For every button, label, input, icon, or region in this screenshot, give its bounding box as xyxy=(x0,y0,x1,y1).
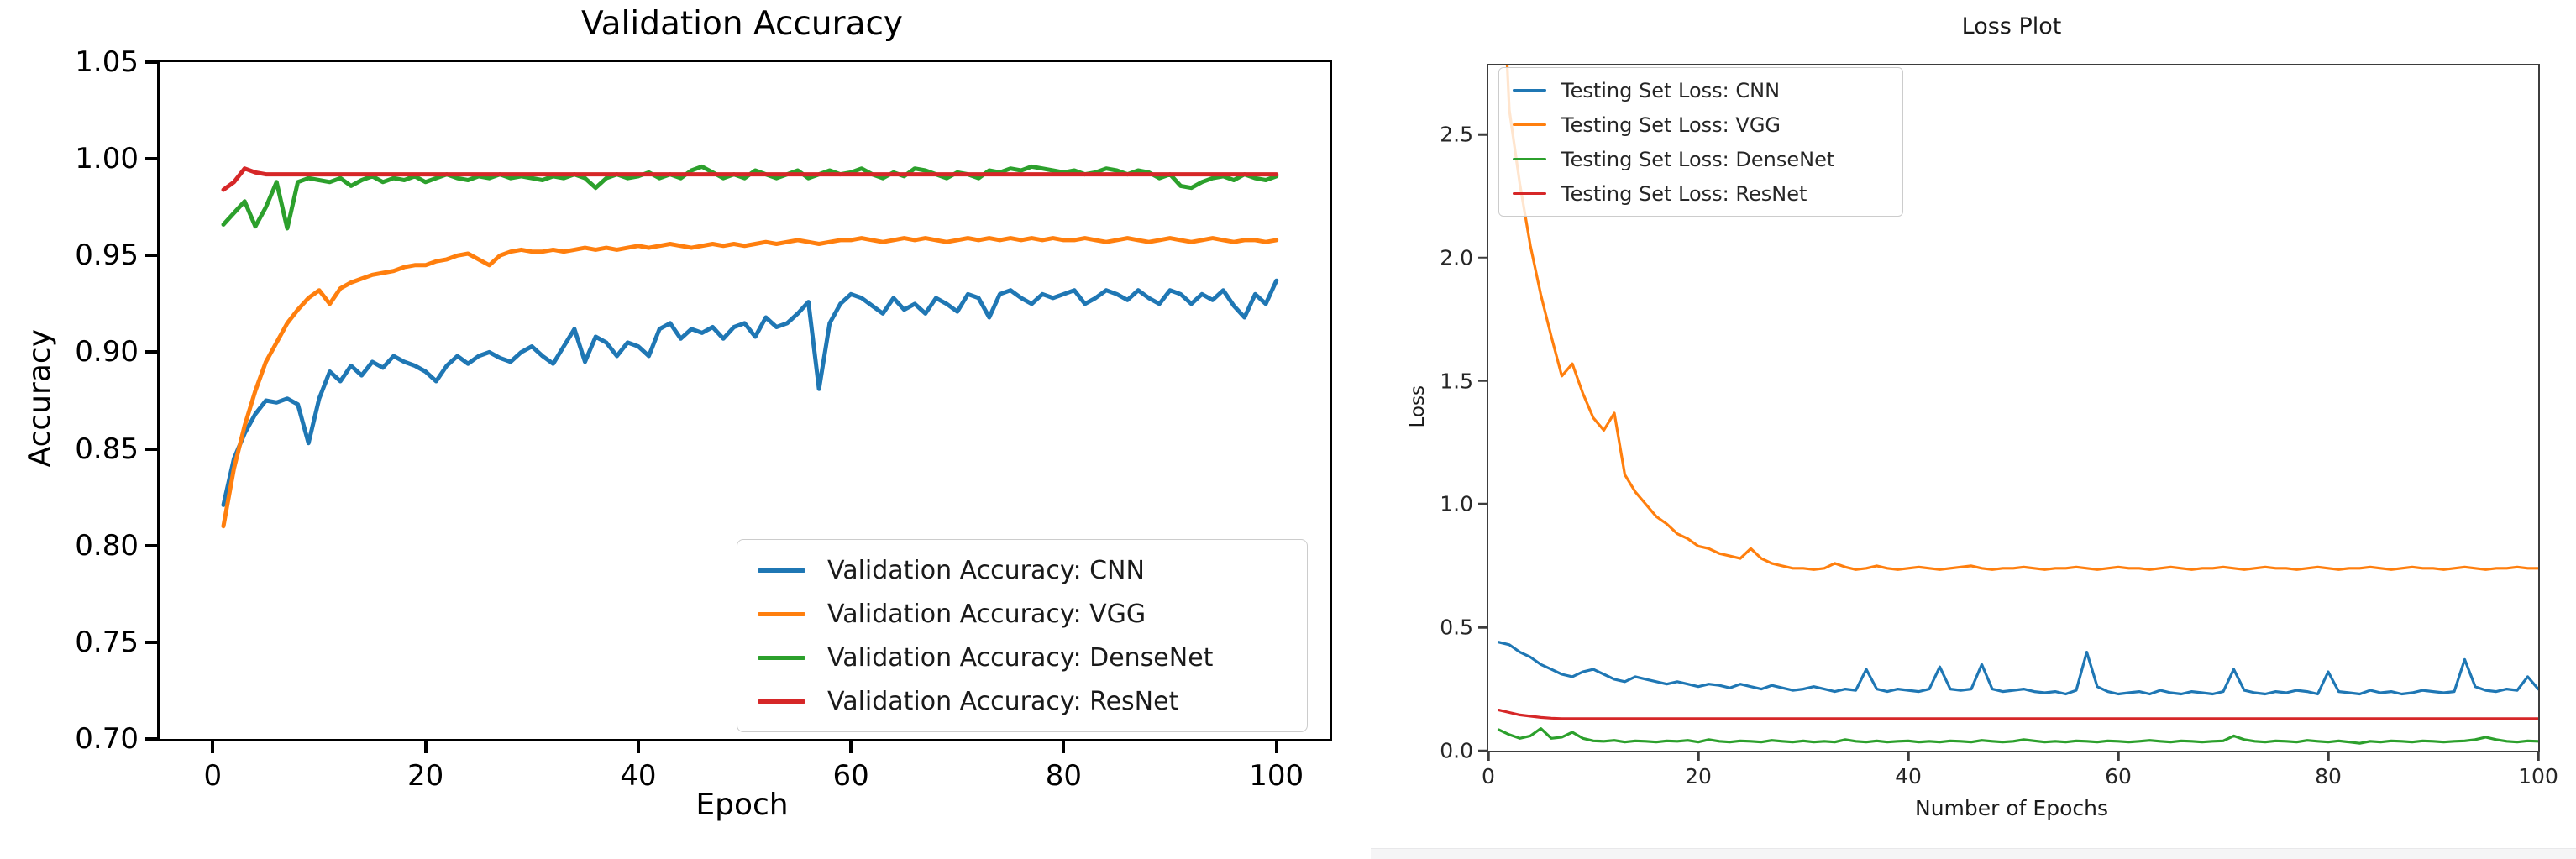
x-tick-label: 60 xyxy=(2105,764,2132,788)
x-tick-mark xyxy=(1697,751,1700,761)
accuracy-x-axis-label: Epoch xyxy=(695,788,789,822)
accuracy-chart-title: Validation Accuracy xyxy=(580,5,904,43)
y-tick-label: 0.75 xyxy=(75,625,139,659)
legend-label: Validation Accuracy: CNN xyxy=(827,555,1145,585)
legend-item: Validation Accuracy: DenseNet xyxy=(758,643,1287,673)
x-tick-label: 20 xyxy=(407,759,444,793)
legend-swatch-icon xyxy=(758,568,805,573)
x-tick-mark xyxy=(2537,751,2540,761)
legend-swatch-icon xyxy=(1513,123,1546,127)
y-tick-mark xyxy=(145,447,160,451)
x-tick-mark xyxy=(636,739,640,753)
loss-chart-title: Loss Plot xyxy=(1961,13,2062,39)
y-tick-label: 0.0 xyxy=(1440,738,1473,763)
x-tick-label: 60 xyxy=(832,759,869,793)
x-tick-mark xyxy=(849,739,853,753)
loss-legend: Testing Set Loss: CNN Testing Set Loss: V… xyxy=(1498,67,1903,217)
series-line-validation-accuracy-cnn xyxy=(221,278,1279,507)
y-tick-mark xyxy=(1478,626,1488,629)
series-line-validation-accuracy-resnet xyxy=(221,166,1279,192)
x-tick-label: 40 xyxy=(620,759,657,793)
y-tick-label: 0.5 xyxy=(1440,615,1473,640)
x-tick-mark xyxy=(1907,751,1910,761)
series-line-testing-set-loss-densenet xyxy=(1497,726,2538,745)
legend-label: Testing Set Loss: DenseNet xyxy=(1561,147,1835,171)
legend-item: Testing Set Loss: VGG xyxy=(1513,113,1889,137)
y-tick-mark xyxy=(145,157,160,161)
x-tick-mark xyxy=(423,739,428,753)
x-tick-label: 80 xyxy=(2315,764,2342,788)
legend-swatch-icon xyxy=(758,699,805,704)
x-tick-label: 0 xyxy=(1482,764,1495,788)
plot-svg xyxy=(1497,65,2538,745)
y-tick-label: 1.5 xyxy=(1440,369,1473,394)
series-line-testing-set-loss-resnet xyxy=(1497,708,2538,720)
x-tick-label: 100 xyxy=(2518,764,2558,788)
legend-item: Validation Accuracy: CNN xyxy=(758,556,1287,585)
y-tick-mark xyxy=(1478,133,1488,136)
legend-label: Testing Set Loss: CNN xyxy=(1561,78,1781,102)
legend-item: Testing Set Loss: ResNet xyxy=(1513,182,1889,206)
legend-label: Validation Accuracy: DenseNet xyxy=(827,642,1214,673)
y-tick-mark xyxy=(1478,503,1488,505)
loss-y-axis-label: Loss xyxy=(1407,385,1429,428)
x-tick-label: 100 xyxy=(1249,759,1304,793)
legend-swatch-icon xyxy=(1513,157,1546,161)
y-tick-label: 0.70 xyxy=(75,722,139,756)
y-tick-label: 1.00 xyxy=(75,142,139,176)
x-tick-mark xyxy=(1487,751,1490,761)
y-tick-label: 0.80 xyxy=(75,528,139,563)
x-tick-mark xyxy=(2327,751,2330,761)
loss-ylabel-wrap: Loss xyxy=(1401,64,1435,749)
y-tick-mark xyxy=(1478,380,1488,382)
series-line-testing-set-loss-vgg xyxy=(1505,65,2538,571)
legend-swatch-icon xyxy=(758,655,805,660)
legend-swatch-icon xyxy=(1513,191,1546,196)
y-tick-mark xyxy=(1478,749,1488,752)
y-tick-mark xyxy=(145,60,160,64)
y-tick-label: 2.5 xyxy=(1440,122,1473,147)
x-tick-mark xyxy=(2117,751,2120,761)
legend-label: Testing Set Loss: VGG xyxy=(1561,113,1781,137)
legend-label: Validation Accuracy: ResNet xyxy=(827,686,1179,716)
legend-item: Testing Set Loss: DenseNet xyxy=(1513,148,1889,171)
loss-x-axis-label: Number of Epochs xyxy=(1915,796,2108,820)
y-tick-label: 1.05 xyxy=(75,45,139,79)
y-tick-label: 0.95 xyxy=(75,238,139,273)
series-line-testing-set-loss-cnn xyxy=(1497,641,2538,696)
loss-plot-area: 0 20 40 60 80 100 0.0 0.5 1.0 1.5 2.0 2.5 xyxy=(1440,64,2558,788)
x-tick-label: 80 xyxy=(1045,759,1083,793)
legend-item: Testing Set Loss: CNN xyxy=(1513,79,1889,102)
y-tick-label: 1.0 xyxy=(1440,491,1473,516)
bottom-window-strip xyxy=(1371,848,2576,859)
x-tick-mark xyxy=(1062,739,1066,753)
x-tick-mark xyxy=(211,739,215,753)
x-tick-label: 20 xyxy=(1685,764,1712,788)
accuracy-legend: Validation Accuracy: CNN Validation Accur… xyxy=(737,539,1308,732)
y-tick-label: 0.85 xyxy=(75,432,139,466)
y-tick-label: 0.90 xyxy=(75,335,139,369)
legend-item: Validation Accuracy: ResNet xyxy=(758,687,1287,716)
y-tick-mark xyxy=(145,640,160,644)
x-tick-mark xyxy=(1274,739,1278,753)
x-tick-label: 0 xyxy=(203,759,223,793)
legend-swatch-icon xyxy=(758,611,805,616)
legend-item: Validation Accuracy: VGG xyxy=(758,600,1287,629)
accuracy-plot-area: 0 20 40 60 80 100 0.70 0.75 0.80 0.85 0.90 0.95 1.00… xyxy=(75,45,1332,793)
legend-label: Validation Accuracy: VGG xyxy=(827,599,1146,629)
series-line-validation-accuracy-vgg xyxy=(221,236,1279,529)
legend-swatch-icon xyxy=(1513,88,1546,92)
y-tick-mark xyxy=(145,543,160,547)
x-tick-label: 40 xyxy=(1895,764,1922,788)
y-tick-mark xyxy=(145,737,160,741)
y-tick-label: 2.0 xyxy=(1440,245,1473,270)
plot-svg xyxy=(221,164,1279,529)
y-tick-mark xyxy=(1478,256,1488,259)
y-tick-mark xyxy=(145,350,160,354)
y-tick-mark xyxy=(145,254,160,258)
legend-label: Testing Set Loss: ResNet xyxy=(1561,181,1807,206)
